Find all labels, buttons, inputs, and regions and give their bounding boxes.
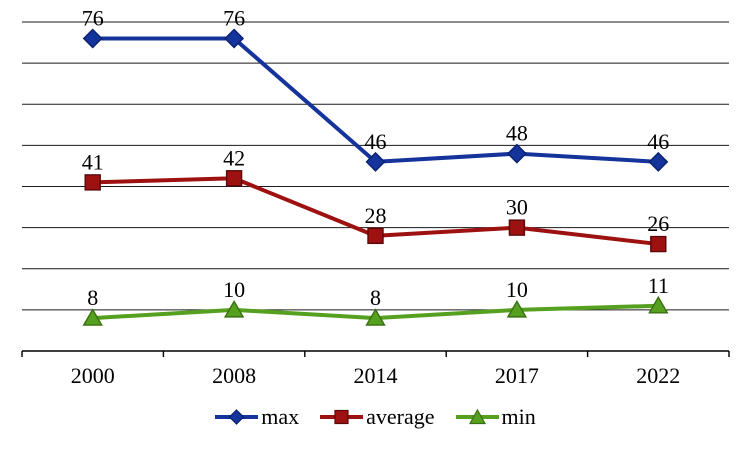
legend-item-max: max: [214, 406, 299, 428]
x-axis-labels: 2000 2008 2014 2017 2022: [71, 363, 681, 388]
marker-triangle-icon: [365, 308, 386, 326]
data-label: 46: [365, 129, 387, 154]
data-label: 30: [506, 195, 528, 220]
x-axis-label: 2008: [212, 363, 256, 388]
x-axis-label: 2000: [71, 363, 115, 388]
legend-label: max: [261, 404, 300, 429]
legend-item-min: min: [455, 406, 536, 428]
data-label: 76: [82, 5, 104, 30]
legend-label: min: [501, 404, 536, 429]
legend-item-average: average: [319, 404, 435, 429]
x-axis: [21, 350, 730, 357]
marker-square-icon: [84, 174, 101, 191]
marker-square-icon: [508, 219, 526, 236]
data-label: 26: [647, 211, 669, 236]
series-average: 41 42 28 30 26: [82, 145, 669, 253]
marker-triangle-icon: [648, 295, 669, 314]
marker-diamond-icon: [506, 143, 527, 164]
data-label: 76: [223, 5, 245, 30]
marker-diamond-icon: [82, 28, 103, 49]
marker-square-icon: [367, 227, 384, 245]
series-max: 76 76 46 48 46: [82, 5, 669, 172]
series-min: 8 10 8 10 11: [82, 273, 669, 326]
legend-triangle-icon: [455, 408, 499, 425]
plot-area: 2000 2008 2014 2017 2022 76 76 46 48 46 41 42 28 30 26…: [21, 5, 730, 388]
data-label: 8: [370, 285, 381, 310]
marker-diamond-icon: [224, 28, 245, 49]
data-label: 42: [223, 145, 245, 170]
data-label: 46: [647, 129, 669, 154]
data-label: 11: [648, 273, 669, 298]
data-label: 41: [82, 149, 104, 174]
x-axis-label: 2014: [354, 363, 398, 388]
legend-diamond-icon: [215, 409, 259, 425]
marker-diamond-icon: [365, 151, 386, 172]
data-label: 48: [506, 121, 528, 146]
data-label: 28: [365, 203, 387, 228]
chart-legend: max average min: [0, 402, 750, 432]
legend-label: average: [366, 404, 435, 429]
data-label: 10: [506, 277, 528, 302]
legend-square-icon: [320, 409, 364, 425]
marker-triangle-icon: [82, 308, 103, 326]
data-label: 10: [223, 277, 245, 302]
x-axis-label: 2022: [636, 363, 680, 388]
gridlines: [22, 21, 729, 311]
x-axis-label: 2017: [495, 363, 539, 388]
marker-triangle-icon: [223, 299, 245, 318]
marker-triangle-icon: [506, 299, 528, 318]
marker-square-icon: [225, 170, 243, 187]
marker-square-icon: [650, 235, 667, 253]
marker-diamond-icon: [648, 151, 669, 172]
data-label: 8: [87, 285, 98, 310]
